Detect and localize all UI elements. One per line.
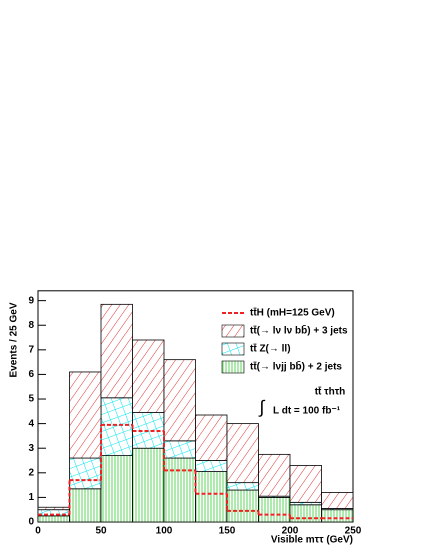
bar-fill xyxy=(195,414,228,461)
y-tick-label: 9 xyxy=(28,295,34,306)
x-tick-label: 0 xyxy=(35,526,41,537)
bar-fill xyxy=(195,471,228,523)
y-axis-label: Events / 25 GeV xyxy=(9,302,20,377)
bar-fill xyxy=(100,455,133,523)
x-tick-label: 200 xyxy=(282,526,299,537)
bar-fill xyxy=(100,303,133,399)
y-tick-label: 2 xyxy=(28,467,34,478)
y-tick-label: 7 xyxy=(28,344,34,355)
annotation: ∫ xyxy=(258,397,266,417)
bar-fill xyxy=(321,509,354,523)
bar-fill xyxy=(69,371,102,459)
bar-fill xyxy=(69,457,102,490)
bar-fill xyxy=(100,397,133,456)
y-tick-label: 5 xyxy=(28,394,34,405)
y-tick-label: 0 xyxy=(28,517,34,528)
x-tick-label: 150 xyxy=(219,526,236,537)
bar-fill xyxy=(226,489,259,523)
bar-fill xyxy=(289,465,322,503)
annotation: tt̄ τhτh xyxy=(315,386,346,398)
bar-fill xyxy=(289,504,322,523)
y-tick-label: 4 xyxy=(28,418,34,429)
bar-fill xyxy=(132,339,165,413)
bar-fill xyxy=(69,488,102,523)
x-tick-label: 250 xyxy=(345,526,362,537)
bar-fill xyxy=(163,440,196,459)
legend-label: tt̄ Z(→ ll) xyxy=(250,343,291,355)
legend-swatch xyxy=(221,342,245,356)
annotation: L dt = 100 fb⁻¹ xyxy=(273,406,341,417)
y-tick-label: 6 xyxy=(28,369,34,380)
legend-label: tt̄(→ lνjj bb̄) + 2 jets xyxy=(250,360,342,372)
x-tick-label: 50 xyxy=(95,526,107,537)
y-tick-label: 8 xyxy=(28,320,34,331)
bar-fill xyxy=(163,457,196,523)
bar-fill xyxy=(321,492,354,509)
x-tick-label: 100 xyxy=(156,526,173,537)
y-tick-label: 3 xyxy=(28,443,34,454)
bar-fill xyxy=(37,506,70,511)
bar-fill xyxy=(258,497,291,523)
x-axis-label: Visible mττ (GeV) xyxy=(271,535,353,546)
bar-fill xyxy=(195,460,228,472)
bar-fill xyxy=(163,359,196,442)
legend-label: tt̄H (mH=125 GeV) xyxy=(250,307,335,319)
y-tick-label: 1 xyxy=(28,492,34,503)
legend-swatch xyxy=(221,360,245,374)
bar-fill xyxy=(258,453,291,497)
legend-swatch xyxy=(221,324,245,338)
bar-fill xyxy=(132,447,165,523)
bar-fill xyxy=(226,482,259,491)
legend-label: tt̄(→ lν lν bb̄) + 3 jets xyxy=(250,324,348,336)
bar-fill xyxy=(37,515,70,523)
bar-fill xyxy=(226,423,259,484)
